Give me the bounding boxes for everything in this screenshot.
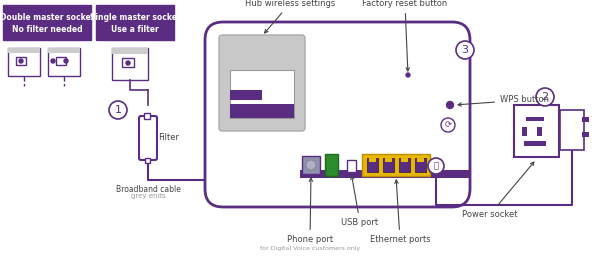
Bar: [369, 158, 376, 162]
Text: Filter: Filter: [158, 134, 179, 143]
Text: USB port: USB port: [341, 176, 379, 227]
Text: Factory reset button: Factory reset button: [362, 0, 448, 71]
Bar: [8, 48, 40, 76]
Bar: [524, 141, 546, 146]
Text: ⏻: ⏻: [433, 162, 439, 171]
Bar: [514, 105, 559, 157]
Bar: [399, 158, 410, 172]
Text: Phone port: Phone port: [287, 178, 333, 244]
Text: 3: 3: [461, 45, 469, 55]
Bar: [112, 48, 148, 54]
Bar: [56, 57, 66, 65]
Text: Power socket: Power socket: [462, 162, 534, 219]
Circle shape: [406, 73, 410, 77]
Bar: [415, 158, 426, 172]
Bar: [144, 113, 150, 119]
Circle shape: [446, 101, 454, 109]
Bar: [112, 48, 148, 80]
Bar: [300, 170, 470, 178]
Text: WPS button: WPS button: [458, 95, 549, 106]
Bar: [3, 5, 91, 40]
Circle shape: [51, 59, 55, 63]
Bar: [8, 48, 40, 53]
Circle shape: [441, 118, 455, 132]
FancyBboxPatch shape: [205, 22, 470, 207]
Bar: [383, 158, 394, 172]
Text: No filter needed: No filter needed: [11, 24, 82, 33]
Bar: [522, 127, 527, 136]
Bar: [526, 117, 544, 121]
FancyBboxPatch shape: [139, 116, 157, 160]
Bar: [16, 57, 26, 65]
Circle shape: [64, 59, 68, 63]
Circle shape: [536, 88, 554, 106]
Circle shape: [109, 101, 127, 119]
Bar: [367, 158, 378, 172]
Bar: [96, 5, 174, 40]
Text: grey ends: grey ends: [131, 193, 165, 199]
Bar: [537, 127, 542, 136]
Bar: [582, 132, 589, 137]
Bar: [347, 160, 356, 172]
Bar: [48, 48, 80, 53]
Bar: [560, 110, 584, 150]
Bar: [122, 58, 134, 67]
FancyBboxPatch shape: [219, 35, 305, 131]
Bar: [145, 158, 150, 163]
Text: Broadband cable: Broadband cable: [116, 185, 181, 194]
Bar: [582, 117, 589, 122]
Circle shape: [428, 158, 444, 174]
Text: Double master socket: Double master socket: [0, 13, 94, 21]
Bar: [48, 48, 80, 76]
Bar: [230, 104, 294, 118]
Bar: [401, 158, 408, 162]
Bar: [325, 154, 338, 176]
Bar: [230, 70, 294, 118]
Text: Single master socket: Single master socket: [89, 13, 181, 21]
Bar: [362, 154, 430, 176]
Circle shape: [126, 61, 130, 65]
Bar: [230, 90, 262, 100]
Circle shape: [456, 41, 474, 59]
Circle shape: [19, 59, 23, 63]
Bar: [302, 156, 320, 174]
Text: 2: 2: [541, 92, 548, 102]
Text: Hub wireless settings: Hub wireless settings: [245, 0, 335, 33]
Text: Ethernet ports: Ethernet ports: [370, 180, 430, 244]
Bar: [385, 158, 392, 162]
Text: ⟳: ⟳: [445, 120, 452, 129]
Circle shape: [306, 160, 316, 170]
Bar: [417, 158, 424, 162]
Text: for Digital Voice customers only: for Digital Voice customers only: [260, 246, 360, 251]
Text: Use a filter: Use a filter: [111, 24, 159, 33]
Text: 1: 1: [115, 105, 121, 115]
